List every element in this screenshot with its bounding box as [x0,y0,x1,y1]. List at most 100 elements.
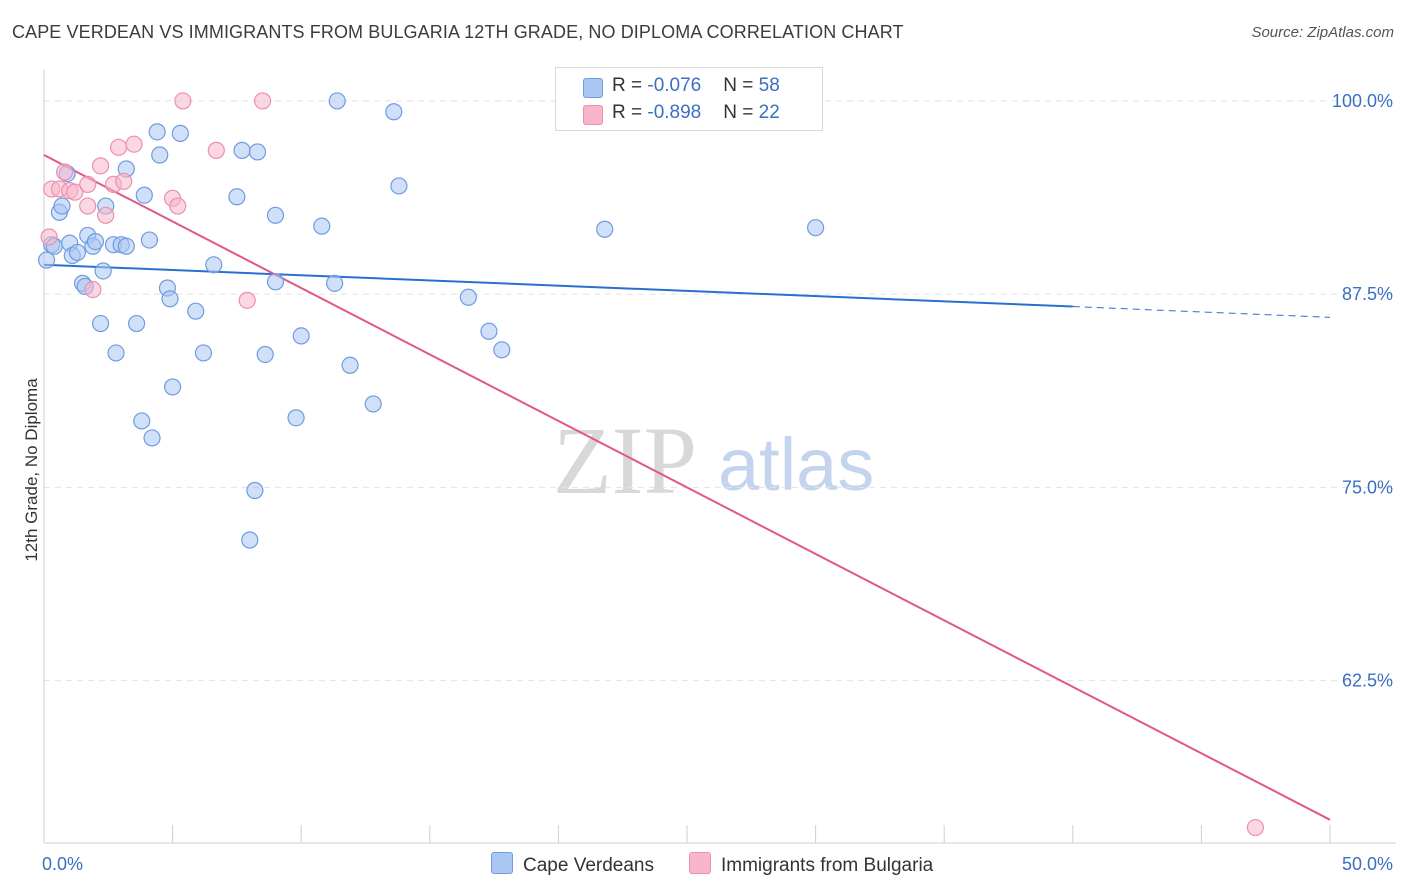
y-tick-label: 75.0% [1342,477,1393,497]
point-cape-verdean [127,314,146,333]
point-cape-verdean [205,256,223,274]
point-cape-verdean [287,409,305,427]
point-cape-verdean [233,141,251,159]
point-cape-verdean [228,188,246,206]
x-tick-label: 0.0% [42,854,83,874]
watermark-zip: ZIP [553,407,697,514]
x-tick-label: 50.0% [1342,854,1393,874]
point-cape-verdean [171,124,189,142]
point-cape-verdean [480,322,498,340]
point-cape-verdean [328,92,346,110]
point-cape-verdean [161,290,179,308]
point-cape-verdean [806,219,825,237]
point-cape-verdean [143,429,161,447]
correlation-legend: R = -0.076 N = 58 R = -0.898 N = 22 [555,67,823,131]
point-cape-verdean [385,103,403,121]
trend-line [43,154,1331,821]
series-legend-label: Immigrants from Bulgaria [721,855,934,876]
point-bulgaria [174,92,192,110]
series-legend-label: Cape Verdeans [523,855,654,876]
point-cape-verdean [107,344,125,362]
legend-n-label: N = [723,102,759,123]
legend-r-label: R = [612,75,648,96]
point-cape-verdean [140,231,159,249]
point-cape-verdean [390,177,408,195]
point-cape-verdean [117,237,135,255]
source-label: Source: ZipAtlas.com [1251,24,1394,41]
watermark-atlas: atlas [718,423,874,506]
point-cape-verdean [164,378,182,396]
legend-r-value: -0.076 [647,75,702,96]
point-cape-verdean [341,356,359,374]
point-bulgaria [238,291,256,309]
point-cape-verdean [91,314,110,333]
data-points [37,92,1265,837]
point-bulgaria [109,138,128,156]
y-tick-label: 62.5% [1342,671,1393,691]
point-cape-verdean [187,302,205,320]
legend-r-label: R = [612,102,648,123]
point-bulgaria [97,206,115,224]
gridlines [44,100,1396,682]
legend-text-pink: R = -0.898 N = 22 [612,102,780,124]
point-cape-verdean [94,262,112,280]
point-cape-verdean [266,206,285,224]
point-cape-verdean [148,123,166,141]
point-cape-verdean [86,233,105,251]
chart-title: CAPE VERDEAN VS IMMIGRANTS FROM BULGARIA… [12,22,904,42]
y-tick-label: 87.5% [1342,284,1393,304]
legend-row-cape-verdeans: R = -0.076 N = 58 [556,75,822,103]
legend-swatch-blue [583,78,603,98]
point-bulgaria [115,172,133,190]
tick-labels: 100.0% 87.5% 75.0% 62.5% 0.0% 50.0% [42,91,1393,874]
point-cape-verdean [364,395,382,413]
point-bulgaria [91,157,110,175]
legend-swatch-pink [689,852,711,874]
point-cape-verdean [459,288,477,306]
series-legend: Cape Verdeans Immigrants from Bulgaria [0,850,1406,880]
trend-line [43,263,1073,308]
point-cape-verdean [133,412,151,430]
point-cape-verdean [246,481,264,500]
y-tick-label: 100.0% [1332,91,1393,111]
legend-swatch-pink [583,105,603,125]
series-legend-bulgaria[interactable]: Immigrants from Bulgaria [689,852,933,877]
point-bulgaria [55,163,74,181]
point-bulgaria [125,135,143,153]
point-cape-verdean [313,217,331,235]
point-bulgaria [66,183,84,201]
point-cape-verdean [194,344,213,362]
legend-text-blue: R = -0.076 N = 58 [612,75,780,97]
point-cape-verdean [135,186,153,204]
legend-r-value: -0.898 [647,102,702,123]
point-bulgaria [84,280,102,299]
legend-n-value: 22 [758,102,780,123]
point-cape-verdean [37,251,56,269]
point-bulgaria [207,141,225,159]
legend-swatch-blue [491,852,513,874]
point-cape-verdean [326,274,344,292]
point-cape-verdean [241,531,259,549]
point-bulgaria [1246,818,1265,837]
point-cape-verdean [596,220,614,238]
legend-n-label: N = [723,75,759,96]
point-bulgaria [169,197,187,215]
point-bulgaria [79,197,97,215]
point-bulgaria [79,175,97,194]
series-legend-cape-verdeans[interactable]: Cape Verdeans [491,852,654,877]
point-bulgaria [40,228,58,246]
trend-line-extension [1072,306,1331,318]
point-cape-verdean [151,146,169,164]
point-cape-verdean [493,341,511,359]
point-cape-verdean [266,273,285,291]
axes [43,70,1396,844]
point-cape-verdean [53,197,71,215]
legend-row-bulgaria: R = -0.898 N = 22 [556,102,822,130]
point-cape-verdean [256,345,274,364]
point-bulgaria [254,92,272,110]
point-cape-verdean [248,143,267,161]
legend-n-value: 58 [758,75,780,96]
point-cape-verdean [292,327,310,345]
point-cape-verdean [68,243,87,262]
